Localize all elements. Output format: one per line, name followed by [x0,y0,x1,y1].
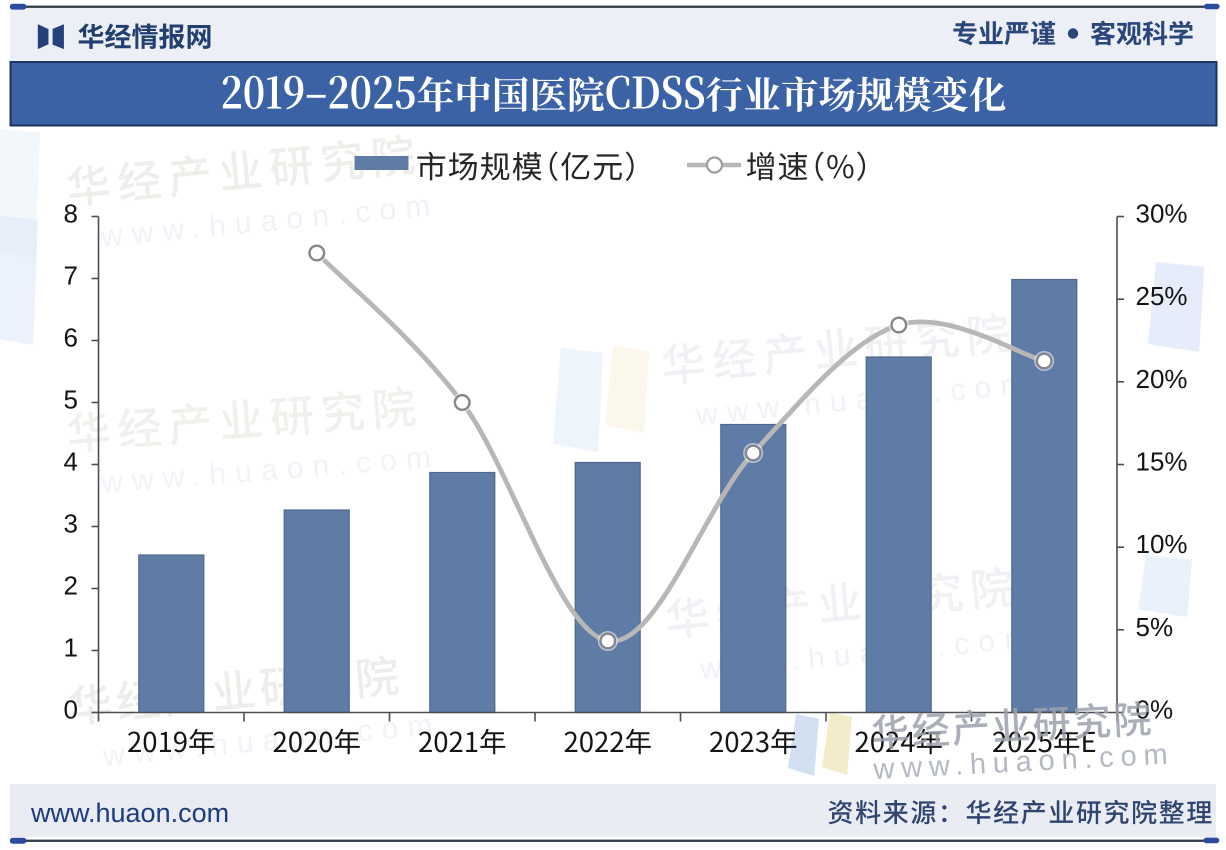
svg-text:15%: 15% [1136,447,1188,477]
svg-text:8: 8 [64,199,78,229]
svg-text:0: 0 [64,695,78,725]
svg-text:2: 2 [64,571,78,601]
svg-text:1: 1 [64,633,78,663]
svg-text:www.huaon.com: www.huaon.com [30,798,229,828]
svg-text:7: 7 [64,261,78,291]
svg-text:5: 5 [64,385,78,415]
svg-text:4: 4 [64,447,78,477]
svg-text:30%: 30% [1136,199,1188,229]
svg-text:25%: 25% [1136,281,1188,311]
svg-text:6: 6 [64,323,78,353]
svg-text:20%: 20% [1136,364,1188,394]
svg-text:3: 3 [64,509,78,539]
svg-text:5%: 5% [1136,612,1174,642]
svg-text:10%: 10% [1136,529,1188,559]
